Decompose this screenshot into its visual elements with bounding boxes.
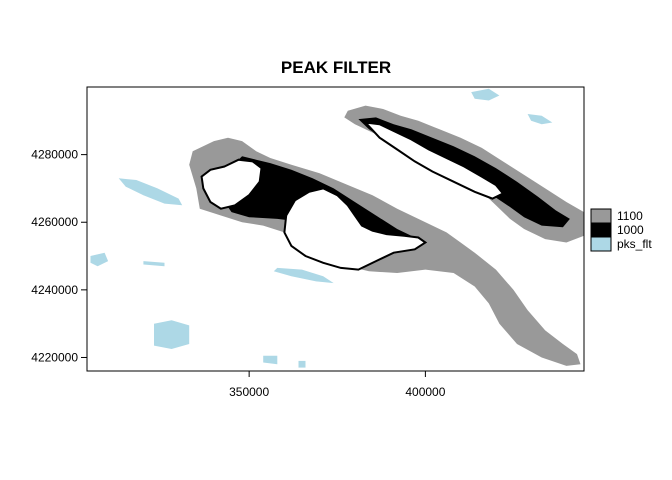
region-pks-flt-3	[90, 252, 109, 267]
y-tick-label: 4280000	[31, 148, 78, 162]
region-pks-flt-6	[154, 320, 190, 349]
x-tick-label: 350000	[229, 385, 269, 399]
layer-pks-flt	[90, 88, 553, 368]
chart-title: PEAK FILTER	[281, 58, 391, 77]
layer-peak-interior	[200, 121, 505, 271]
region-peak-interior-1	[283, 187, 428, 271]
legend-label: 1100	[617, 209, 643, 223]
x-axis: 350000 400000	[229, 371, 446, 399]
legend-label: pks_flt	[617, 237, 652, 251]
region-peak-interior-2	[362, 121, 505, 200]
legend-label: 1000	[617, 223, 644, 237]
region-pks-flt-1	[527, 114, 553, 125]
region-pks-flt-7	[263, 355, 278, 365]
plot-frame	[86, 86, 585, 372]
y-tick-label: 4220000	[31, 350, 78, 364]
region-pks-flt-8	[298, 360, 306, 368]
y-tick-label: 4260000	[31, 215, 78, 229]
y-tick-label: 4240000	[31, 283, 78, 297]
legend-swatch	[590, 222, 612, 238]
map-layers	[90, 88, 584, 368]
region-pks-flt-2	[118, 178, 183, 206]
region-peak-interior-0	[200, 158, 263, 210]
region-pks-flt-0	[471, 88, 500, 101]
legend-swatch	[590, 208, 612, 224]
legend-swatch	[590, 236, 612, 252]
y-axis: 4220000 4240000 4260000 4280000	[31, 148, 87, 364]
x-tick-label: 400000	[405, 385, 445, 399]
region-pks-flt-4	[143, 261, 165, 267]
region-pks-flt-5	[273, 267, 334, 284]
